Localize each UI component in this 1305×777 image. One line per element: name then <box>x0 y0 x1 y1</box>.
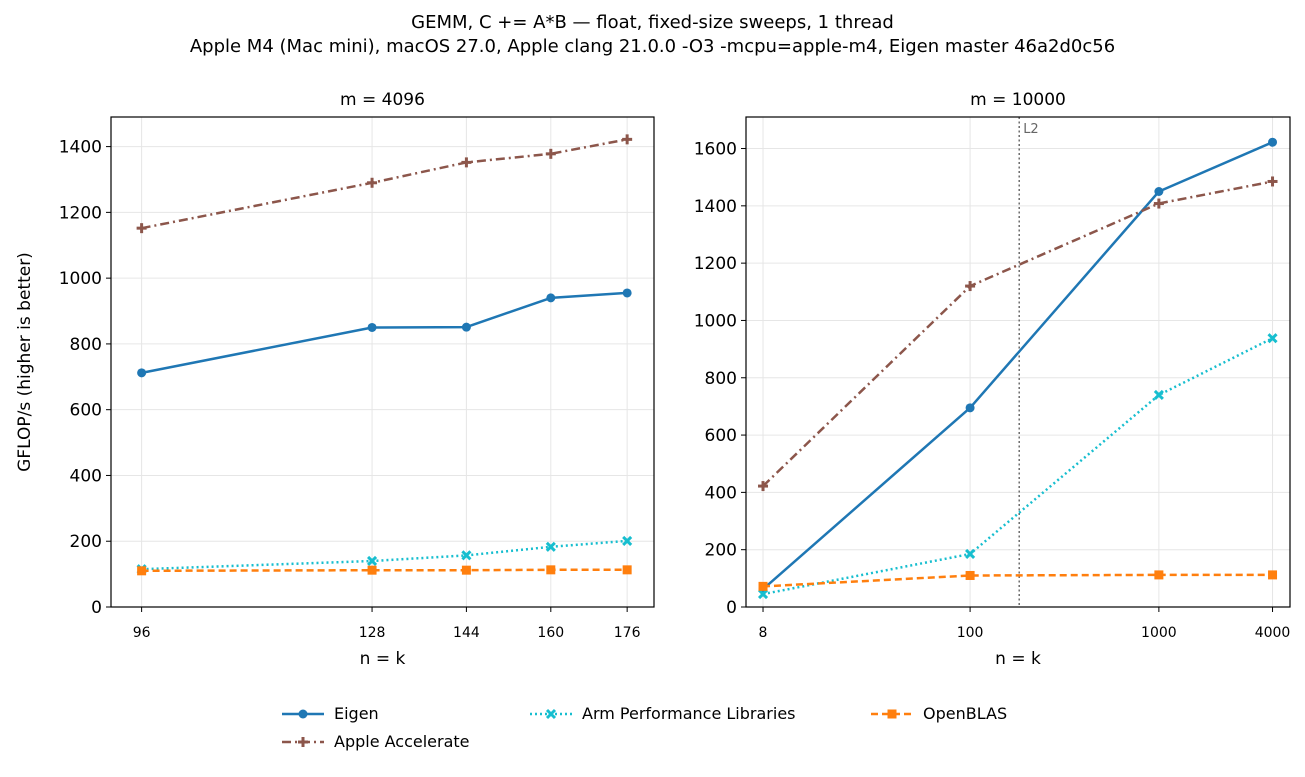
panel1-point-armpl-4 <box>622 535 633 546</box>
panel2-ytick-label-3: 600 <box>705 426 737 446</box>
panel2-ytick-label-7: 1400 <box>694 197 737 217</box>
panel2-point-armpl-3 <box>1267 333 1278 344</box>
panel2-frame <box>745 116 1291 608</box>
panel2-point-openblas-2 <box>1154 570 1164 580</box>
panel1-ytick-label-1: 200 <box>70 532 102 552</box>
panel1-xtick-label-0: 96 <box>133 625 151 641</box>
panel1-point-accelerate-2 <box>461 157 472 168</box>
panel1-line-eigen <box>141 291 628 375</box>
panel2-point-armpl-3-b <box>1267 333 1278 344</box>
panel2-point-eigen-2 <box>1154 187 1164 197</box>
panel1-ytick-label-3: 600 <box>70 401 102 421</box>
panel1-frame <box>110 116 655 608</box>
panel1-point-accelerate-1 <box>367 177 378 188</box>
panel1-xtick-label-1: 128 <box>359 625 386 641</box>
panel1-ytick-label-4: 800 <box>70 335 102 355</box>
panel1-point-armpl-1 <box>366 555 378 567</box>
panel2-point-armpl-1 <box>965 548 976 560</box>
panel2-ytick-label-4: 800 <box>705 369 737 389</box>
panel2-point-eigen-3 <box>1268 137 1278 147</box>
panel1-point-accelerate-4 <box>622 134 633 145</box>
panel2-ytick-label-0: 0 <box>726 598 737 618</box>
panel2-ytick-label-8: 1600 <box>694 140 737 160</box>
panel2-point-armpl-2 <box>1153 389 1164 401</box>
panel2-xtick-label-1: 100 <box>957 625 984 641</box>
panel2-xlabel: n = k <box>995 649 1041 669</box>
panel2-series-openblas <box>758 570 1278 591</box>
panel2-point-armpl-0 <box>757 589 769 600</box>
panel1-point-eigen-4 <box>622 288 632 298</box>
panel2-point-openblas-3 <box>1268 570 1278 580</box>
panel2-point-openblas-0 <box>758 581 768 591</box>
panel1-ytick-label-2: 400 <box>70 466 102 486</box>
panel2-point-armpl-1-b <box>965 548 976 560</box>
panel2-xtick-label-3: 4000 <box>1255 625 1291 641</box>
panel1-series-armpl <box>136 535 633 575</box>
panel2-vline-label: L2 <box>1023 122 1039 137</box>
panel2-ytick-label-1: 200 <box>705 541 737 561</box>
panel2-ytick-label-6: 1200 <box>694 254 737 274</box>
panel1-point-armpl-3 <box>545 541 556 552</box>
panel1-ytick-label-6: 1200 <box>59 203 102 223</box>
panel2-series-accelerate <box>758 176 1278 492</box>
panel1-series-accelerate <box>136 134 633 234</box>
panel2-point-accelerate-1 <box>965 281 976 292</box>
panel2-ytick-label-5: 1000 <box>694 311 737 331</box>
panel1-point-eigen-3 <box>546 293 556 303</box>
panel2-point-openblas-1 <box>965 570 975 580</box>
panel1-ytick-label-5: 1000 <box>59 269 102 289</box>
panel1-series-eigen <box>137 288 632 378</box>
panel1-point-armpl-2 <box>461 550 472 561</box>
panel1-ytick-label-7: 1400 <box>59 138 102 158</box>
panel2-point-armpl-2-b <box>1153 389 1164 401</box>
panel1-xtick-label-3: 160 <box>537 625 564 641</box>
panel1-point-openblas-2 <box>461 565 471 575</box>
panel1-point-openblas-3 <box>546 565 556 575</box>
panel2-title: m = 10000 <box>970 90 1066 110</box>
panel1-title: m = 4096 <box>340 90 425 110</box>
panel1-point-armpl-3-b <box>545 541 556 552</box>
panel2-line-eigen <box>762 141 1273 591</box>
panel1-point-armpl-2-b <box>461 550 472 561</box>
panel1-point-accelerate-0 <box>136 223 147 234</box>
panel1-xlabel: n = k <box>360 649 406 669</box>
panel2-point-accelerate-0 <box>758 481 769 492</box>
panel2-point-armpl-0-b <box>757 589 769 600</box>
panel2-line-accelerate <box>762 180 1273 487</box>
figure-title: GEMM, C += A*B — float, fixed-size sweep… <box>411 12 894 33</box>
panel2-point-accelerate-2 <box>1153 198 1164 209</box>
panel2-point-accelerate-3 <box>1267 176 1278 187</box>
panel1-point-eigen-0 <box>137 368 147 378</box>
panel2-point-eigen-1 <box>965 403 975 413</box>
panel1-series-openblas <box>137 565 632 576</box>
panel1-ylabel: GFLOP/s (higher is better) <box>15 252 35 472</box>
panel2-ytick-label-2: 400 <box>705 483 737 503</box>
figure-subtitle: Apple M4 (Mac mini), macOS 27.0, Apple c… <box>189 36 1116 57</box>
panel2-line-openblas <box>762 573 1273 588</box>
panel2-line-armpl <box>762 337 1274 596</box>
panel1-xtick-label-4: 176 <box>614 625 641 641</box>
panel1-point-armpl-1-b <box>366 555 378 567</box>
panel2-series-armpl <box>757 333 1278 600</box>
panel2-xtick-label-2: 1000 <box>1141 625 1177 641</box>
panel1-point-openblas-0 <box>137 566 147 576</box>
panel2-xtick-label-0: 8 <box>759 625 768 641</box>
panel1-point-eigen-1 <box>367 322 377 332</box>
panel1-point-openblas-4 <box>622 565 632 575</box>
panel1-point-eigen-2 <box>461 322 471 332</box>
panel1-ytick-label-0: 0 <box>91 598 102 618</box>
panel1-point-accelerate-3 <box>545 148 556 159</box>
panel1-xtick-label-2: 144 <box>453 625 480 641</box>
panel1-point-armpl-4-b <box>622 535 633 546</box>
panel1-point-openblas-1 <box>367 565 377 575</box>
